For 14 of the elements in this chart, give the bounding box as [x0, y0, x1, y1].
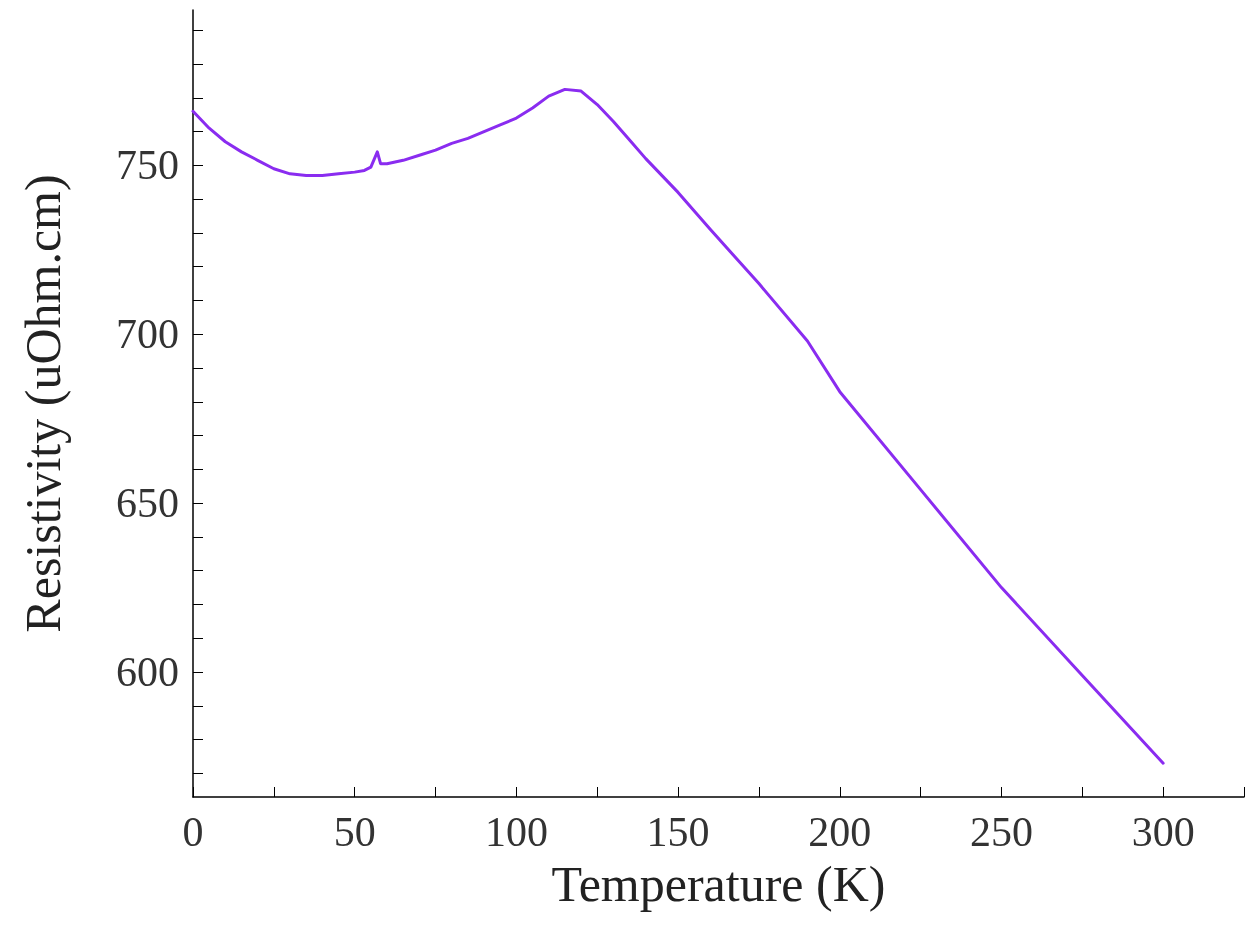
x-tick-label: 200: [808, 809, 872, 855]
x-tick-label: 250: [969, 809, 1033, 855]
x-tick-label: 300: [1131, 809, 1195, 855]
y-tick-label: 600: [116, 649, 179, 696]
x-axis-title: Temperature (K): [551, 856, 886, 912]
x-tick-label: 50: [333, 809, 376, 855]
y-tick-label: 650: [116, 480, 179, 527]
y-tick-label: 750: [116, 142, 179, 189]
x-tick-label: 100: [484, 809, 548, 855]
y-axis-title: Resistivity (uOhm.cm): [15, 174, 71, 633]
line-series: [191, 87, 1165, 765]
x-tick-label: 0: [182, 809, 204, 855]
x-tick-label: 150: [646, 809, 710, 855]
y-tick-label: 700: [116, 311, 179, 358]
